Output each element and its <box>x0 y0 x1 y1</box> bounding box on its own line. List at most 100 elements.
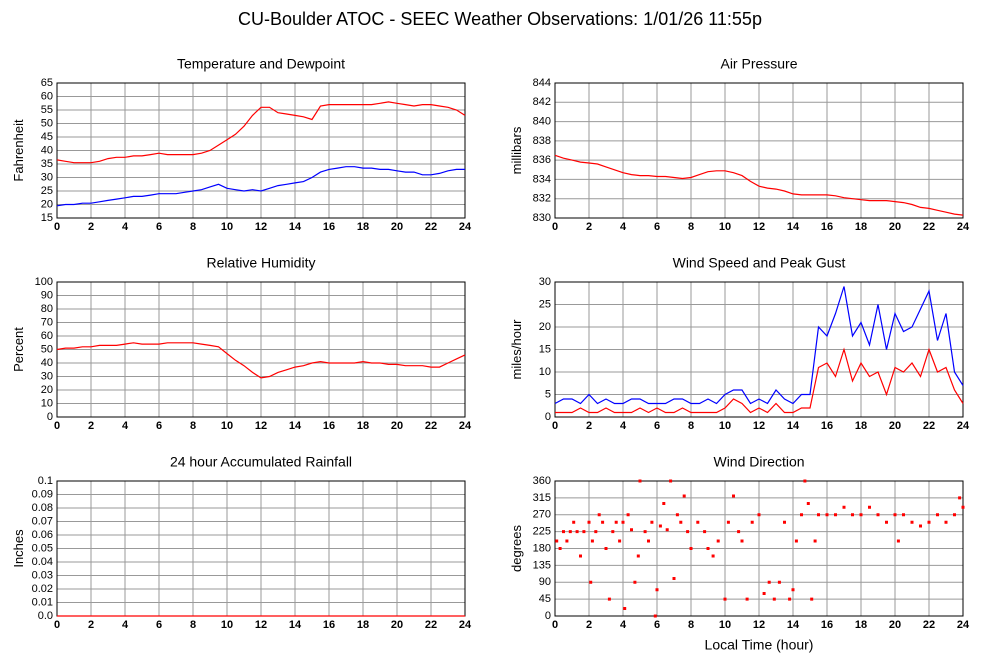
x-tick-label: 8 <box>190 619 196 631</box>
x-tick-label: 4 <box>620 619 627 631</box>
x-axis-label: Local Time (hour) <box>705 637 814 653</box>
scatter-point <box>723 597 727 601</box>
scatter-point <box>813 539 817 543</box>
x-tick-label: 24 <box>957 619 970 631</box>
y-tick-label: 90 <box>539 576 551 588</box>
x-tick-label: 6 <box>654 619 660 631</box>
scatter-point <box>647 539 650 543</box>
y-tick-label: 50 <box>41 343 53 355</box>
scatter-point <box>653 614 657 618</box>
y-tick-label: 40 <box>41 357 53 369</box>
scatter-point <box>958 496 962 500</box>
scatter-point <box>579 554 582 558</box>
scatter-point <box>682 494 686 498</box>
scatter-point <box>791 588 795 592</box>
scatter-point <box>555 539 559 543</box>
scatter-point <box>669 479 673 483</box>
scatter-point <box>589 580 593 584</box>
scatter-point <box>689 547 693 550</box>
scatter-point <box>772 597 776 601</box>
scatter-point <box>638 479 642 483</box>
x-tick-label: 6 <box>654 420 660 432</box>
x-tick-label: 2 <box>88 619 94 631</box>
x-tick-label: 22 <box>425 619 437 631</box>
x-tick-label: 20 <box>391 420 403 432</box>
y-tick-label: 20 <box>41 384 53 396</box>
x-tick-label: 18 <box>357 619 369 631</box>
y-tick-label: 65 <box>41 77 53 89</box>
page-title: CU-Boulder ATOC - SEEC Weather Observati… <box>238 9 762 29</box>
plot-frame <box>554 82 964 219</box>
scatter-point <box>604 547 608 550</box>
y-tick-label: 10 <box>41 397 53 409</box>
x-tick-label: 22 <box>923 619 935 631</box>
scatter-point <box>794 539 798 543</box>
x-tick-label: 20 <box>889 221 901 233</box>
scatter-point <box>876 513 880 517</box>
scatter-point <box>630 528 633 532</box>
scatter-point <box>611 530 615 534</box>
y-tick-label: 20 <box>539 321 551 333</box>
scatter-point <box>607 597 611 601</box>
x-tick-label: 2 <box>586 221 592 233</box>
x-tick-label: 0 <box>552 619 558 631</box>
y-tick-label: 45 <box>41 131 53 143</box>
y-tick-label: 20 <box>41 198 53 210</box>
y-tick-label: 0.08 <box>32 502 53 514</box>
y-axis-label: Inches <box>11 529 26 568</box>
y-axis-label: Fahrenheit <box>11 119 26 182</box>
series-line <box>56 342 466 379</box>
x-tick-label: 18 <box>855 420 867 432</box>
scatter-point <box>703 530 707 534</box>
y-tick-label: 270 <box>533 509 551 521</box>
scatter-point <box>745 597 749 601</box>
x-tick-label: 14 <box>787 619 800 631</box>
x-tick-label: 16 <box>821 619 833 631</box>
x-tick-label: 10 <box>719 619 731 631</box>
y-tick-label: 60 <box>41 90 53 102</box>
y-tick-label: 0 <box>47 411 53 423</box>
scatter-point <box>658 524 662 528</box>
x-tick-label: 4 <box>620 221 627 233</box>
x-tick-label: 2 <box>88 221 94 233</box>
y-tick-label: 70 <box>41 316 53 328</box>
x-tick-label: 0 <box>54 221 60 233</box>
scatter-point <box>936 513 939 517</box>
scatter-point <box>750 520 754 524</box>
y-tick-label: 40 <box>41 144 53 156</box>
scatter-point <box>621 520 625 524</box>
x-tick-label: 0 <box>54 619 60 631</box>
x-tick-label: 10 <box>221 619 233 631</box>
y-tick-label: 10 <box>539 366 551 378</box>
x-tick-label: 10 <box>221 420 233 432</box>
x-tick-label: 14 <box>787 420 800 432</box>
y-tick-label: 836 <box>533 154 551 166</box>
scatter-point <box>590 539 594 543</box>
scatter-point <box>919 524 922 528</box>
y-tick-label: 35 <box>41 158 53 170</box>
x-tick-label: 24 <box>957 420 970 432</box>
y-tick-label: 0 <box>545 411 551 423</box>
x-tick-label: 2 <box>88 420 94 432</box>
y-tick-label: 15 <box>539 343 551 355</box>
scatter-point <box>851 513 854 517</box>
scatter-point <box>618 539 622 543</box>
scatter-point <box>665 528 669 532</box>
y-tick-label: 840 <box>533 115 551 127</box>
scatter-point <box>587 520 591 524</box>
y-tick-label: 180 <box>533 542 551 554</box>
scatter-point <box>961 505 965 509</box>
scatter-point <box>643 530 647 534</box>
y-tick-label: 80 <box>41 303 53 315</box>
plot-frame <box>554 480 964 617</box>
y-tick-label: 30 <box>41 171 53 183</box>
scatter-point <box>572 520 576 524</box>
scatter-point <box>582 530 586 534</box>
scatter-point <box>633 580 637 584</box>
x-tick-label: 6 <box>654 221 660 233</box>
scatter-point <box>953 513 956 517</box>
x-tick-label: 22 <box>425 420 437 432</box>
scatter-point <box>910 520 914 524</box>
scatter-point <box>614 520 618 524</box>
scatter-point <box>803 479 807 483</box>
